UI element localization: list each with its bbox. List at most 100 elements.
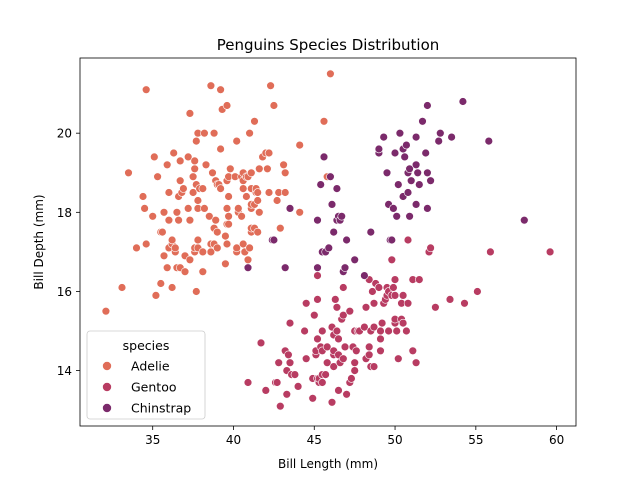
data-point [326, 172, 335, 181]
data-point [394, 180, 403, 189]
data-point [389, 283, 398, 292]
data-point [337, 212, 346, 221]
y-tick-label: 18 [57, 206, 72, 220]
data-point [250, 117, 259, 126]
legend-label: Adelie [131, 359, 170, 374]
data-point [253, 188, 262, 197]
data-point [222, 101, 232, 110]
data-point [132, 243, 141, 253]
data-point [163, 160, 172, 170]
data-point [334, 386, 343, 395]
data-point [400, 152, 409, 162]
data-point [172, 208, 182, 217]
legend-marker [102, 382, 112, 392]
x-tick-label: 40 [226, 433, 241, 447]
data-point [411, 160, 421, 170]
data-point [408, 346, 417, 355]
data-point [334, 334, 343, 344]
data-point [224, 220, 233, 229]
data-point [423, 168, 432, 178]
data-point [276, 224, 285, 233]
data-point [159, 251, 169, 261]
legend: species Adelie Gentoo Chinstrap [86, 330, 206, 420]
data-point [159, 208, 169, 217]
data-point [326, 69, 335, 79]
data-point [200, 204, 209, 213]
data-point [266, 81, 275, 90]
data-point [340, 263, 350, 272]
data-point [376, 334, 385, 344]
data-point [272, 378, 282, 387]
x-tick-label: 45 [307, 433, 322, 447]
data-point [167, 283, 177, 292]
data-point [279, 160, 288, 170]
data-point [151, 291, 161, 300]
data-point [285, 358, 295, 367]
data-point [413, 168, 422, 178]
data-point [245, 243, 254, 253]
data-point [431, 303, 440, 312]
data-point [198, 184, 208, 193]
data-point [360, 322, 369, 332]
data-point [415, 180, 424, 189]
y-tick-label: 20 [57, 127, 72, 141]
data-point [198, 247, 208, 257]
data-point [198, 267, 208, 276]
data-point [339, 354, 348, 363]
data-point [269, 101, 279, 110]
y-tick-label: 14 [57, 364, 72, 378]
data-point [434, 136, 443, 146]
legend-items: Adelie Gentoo Chinstrap [102, 359, 191, 416]
data-point [486, 247, 495, 257]
data-point [313, 334, 322, 344]
y-axis-label: Bill Depth (mm) [32, 194, 46, 289]
data-point [234, 204, 243, 213]
data-point [345, 307, 354, 316]
data-point [458, 97, 468, 106]
data-point [423, 204, 432, 213]
data-point [264, 148, 274, 158]
data-point [142, 85, 151, 94]
data-point [339, 283, 348, 292]
data-point [247, 168, 256, 178]
data-point [350, 358, 359, 367]
data-point [221, 259, 230, 268]
data-point [281, 188, 290, 197]
data-point [377, 318, 387, 328]
data-point [405, 164, 414, 174]
x-axis-label: Bill Length (mm) [278, 457, 378, 471]
data-point [484, 136, 493, 146]
x-tick-label: 55 [468, 433, 483, 447]
data-point [392, 212, 401, 221]
data-point [281, 168, 290, 178]
data-point [313, 216, 322, 225]
data-point [188, 172, 198, 181]
data-point [411, 132, 421, 142]
data-point [411, 358, 421, 367]
y-axis: 14 16 18 20 [57, 127, 80, 378]
data-point [140, 204, 149, 213]
data-point [222, 239, 232, 249]
data-point [184, 204, 193, 213]
data-point [185, 216, 195, 225]
data-point [390, 275, 400, 284]
data-point [402, 140, 411, 150]
data-point [205, 212, 214, 221]
data-point [473, 287, 482, 296]
data-point [213, 227, 222, 237]
data-point [216, 85, 225, 94]
data-point [164, 216, 174, 225]
x-axis: 35 40 45 50 55 60 [145, 426, 564, 447]
data-point [156, 279, 166, 288]
data-point [376, 326, 385, 336]
data-point [365, 342, 374, 352]
legend-label: Chinstrap [131, 401, 191, 416]
data-point [369, 362, 379, 371]
data-point [285, 204, 295, 213]
x-tick-label: 50 [387, 433, 402, 447]
data-point [209, 129, 219, 138]
data-point [350, 366, 359, 375]
data-point [347, 374, 356, 383]
data-point [405, 212, 414, 221]
data-point [222, 204, 232, 213]
